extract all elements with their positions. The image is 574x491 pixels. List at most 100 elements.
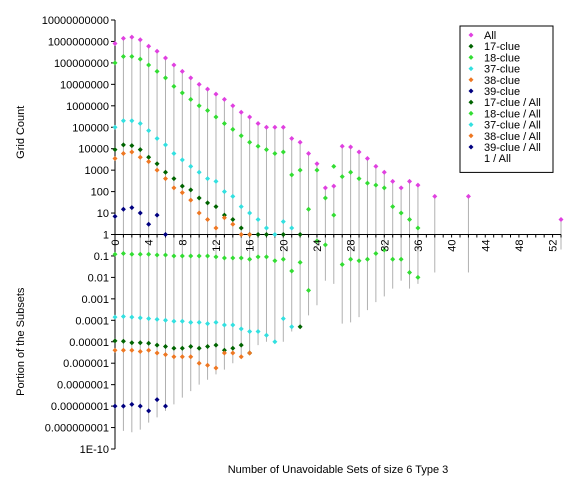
point-17-clue-all (205, 344, 211, 350)
x-tick-label: 0 (110, 240, 122, 246)
point-17-clue (213, 204, 219, 210)
point-38-clue-all (129, 347, 135, 353)
legend-marker (468, 32, 474, 38)
point-17-clue-all (154, 342, 160, 348)
point-18-clue (297, 167, 303, 173)
point-17-clue (297, 232, 303, 237)
point-all (322, 185, 328, 191)
point-17-clue (238, 225, 244, 231)
point-18-clue-all (398, 256, 404, 262)
legend-marker (468, 110, 474, 116)
y-axis-title-top: Grid Count (15, 106, 27, 159)
point-17-clue (205, 200, 211, 206)
point-37-clue (280, 219, 286, 225)
point-all (205, 86, 211, 92)
point-all (306, 150, 312, 156)
point-38-clue (154, 167, 160, 173)
point-37-clue (196, 169, 202, 175)
point-38-clue (179, 190, 185, 196)
legend-label: 17-clue / All (484, 97, 541, 109)
point-17-clue (120, 142, 126, 148)
point-all (381, 169, 387, 175)
y-tick-label: 0.00000001 (51, 401, 109, 413)
point-38-clue-all (221, 350, 227, 356)
point-17-clue-all (112, 338, 118, 344)
point-37-clue (162, 142, 168, 148)
point-all (129, 34, 135, 40)
point-17-clue-all (146, 340, 152, 346)
point-38-clue (112, 155, 118, 161)
point-18-clue (171, 83, 177, 89)
point-all (289, 135, 295, 141)
point-18-clue (272, 150, 278, 156)
point-18-clue (322, 195, 328, 201)
y-tick-label: 0.0001 (75, 315, 109, 327)
x-tick-label: 16 (245, 240, 257, 252)
legend-label: 18-clue / All (484, 108, 541, 120)
point-37-clue (205, 176, 211, 182)
point-17-clue (146, 154, 152, 160)
point-17-clue (179, 183, 185, 189)
point-39-clue-all (120, 403, 126, 409)
point-37-clue-all (154, 316, 160, 322)
point-17-clue-all (238, 342, 244, 348)
point-37-clue (179, 157, 185, 163)
point-18-clue (238, 133, 244, 139)
point-18-clue (129, 53, 135, 59)
x-tick-label: 52 (548, 240, 560, 252)
point-37-clue (171, 150, 177, 156)
point-38-clue-all (137, 349, 143, 355)
legend: All17-clue18-clue37-clue38-clue39-clue17… (459, 25, 554, 173)
point-37-clue-all (221, 322, 227, 328)
point-18-clue-all (415, 274, 421, 280)
legend-label: All (484, 30, 496, 42)
point-37-clue-all (280, 316, 286, 322)
point-37-clue (230, 193, 236, 199)
point-37-clue (213, 178, 219, 184)
point-38-clue-all (196, 360, 202, 366)
point-37-clue (120, 118, 126, 124)
point-17-clue (280, 232, 286, 237)
y-tick-label: 0.0000001 (57, 380, 109, 392)
y-tick-label: 0.01 (88, 272, 109, 284)
point-18-clue-all (129, 251, 135, 257)
y-tick-label: 1000000 (66, 101, 109, 113)
point-38-clue (171, 185, 177, 191)
point-all (255, 120, 261, 126)
point-18-clue (205, 108, 211, 114)
point-17-clue-all (297, 324, 303, 330)
point-37-clue (188, 163, 194, 169)
point-18-clue-all (162, 252, 168, 258)
point-17-clue (230, 217, 236, 223)
point-39-clue-all (112, 403, 118, 409)
point-37-clue-all (247, 329, 253, 335)
point-18-clue-all (407, 269, 413, 275)
point-38-clue (238, 232, 244, 237)
point-18-clue (373, 182, 379, 188)
point-37-clue (137, 120, 143, 126)
point-all (356, 149, 362, 155)
point-all (247, 114, 253, 120)
point-18-clue-all (322, 242, 328, 248)
point-38-clue (162, 176, 168, 182)
legend-label: 37-clue / All (484, 120, 541, 132)
point-37-clue (247, 210, 253, 216)
point-38-clue-all (179, 354, 185, 360)
legend-label: 37-clue (484, 64, 520, 76)
point-38-clue (129, 149, 135, 155)
point-all (297, 139, 303, 145)
x-tick-label: 44 (480, 240, 492, 252)
point-18-clue (390, 204, 396, 210)
point-18-clue-all (331, 212, 337, 218)
point-18-clue-all (205, 253, 211, 259)
point-18-clue (137, 56, 143, 62)
point-17-clue-all (137, 340, 143, 346)
point-38-clue (120, 150, 126, 156)
point-all (112, 41, 118, 47)
point-37-clue-all (255, 329, 261, 335)
point-38-clue-all (188, 354, 194, 360)
point-18-clue (230, 126, 236, 132)
point-37-clue-all (171, 318, 177, 324)
point-18-clue-all (390, 256, 396, 262)
